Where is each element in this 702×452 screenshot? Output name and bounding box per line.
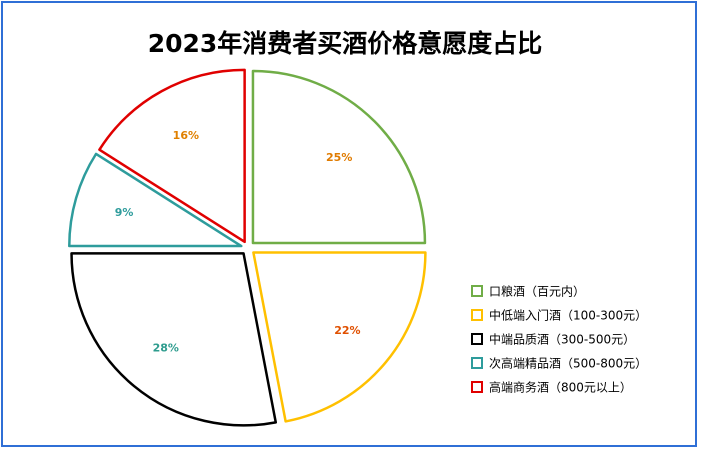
- slice-label-2: 22%: [334, 324, 360, 337]
- legend-swatch-2: [471, 309, 483, 321]
- legend-label-4: 次高端精品酒（500-800元）: [489, 356, 647, 371]
- slice-label-5: 16%: [173, 129, 199, 142]
- chart-title: 2023年消费者买酒价格意愿度占比: [148, 29, 543, 58]
- slice-label-4: 9%: [115, 206, 134, 219]
- legend-swatch-4: [471, 357, 483, 369]
- legend-swatch-3: [471, 333, 483, 345]
- pie-slice-5: [98, 68, 246, 244]
- legend: 口粮酒（百元内） 中低端入门酒（100-300元） 中端品质酒（300-500元） 次…: [471, 284, 647, 395]
- pie-slice-4: [68, 152, 243, 248]
- slice-label-1: 25%: [326, 151, 352, 164]
- slice-labels: 25% 22% 28% 9% 16%: [115, 129, 361, 354]
- legend-label-5: 高端商务酒（800元以上）: [489, 380, 632, 395]
- legend-label-1: 口粮酒（百元内）: [489, 284, 585, 299]
- pie-slices: [68, 68, 427, 427]
- legend-label-3: 中端品质酒（300-500元）: [489, 332, 635, 347]
- legend-swatch-1: [471, 285, 483, 297]
- pie-slice-3: [70, 252, 278, 427]
- pie-slice-2: [252, 251, 427, 423]
- legend-swatch-5: [471, 381, 483, 393]
- pie-slice-1: [251, 69, 427, 245]
- legend-label-2: 中低端入门酒（100-300元）: [489, 308, 647, 323]
- slice-label-3: 28%: [153, 341, 179, 354]
